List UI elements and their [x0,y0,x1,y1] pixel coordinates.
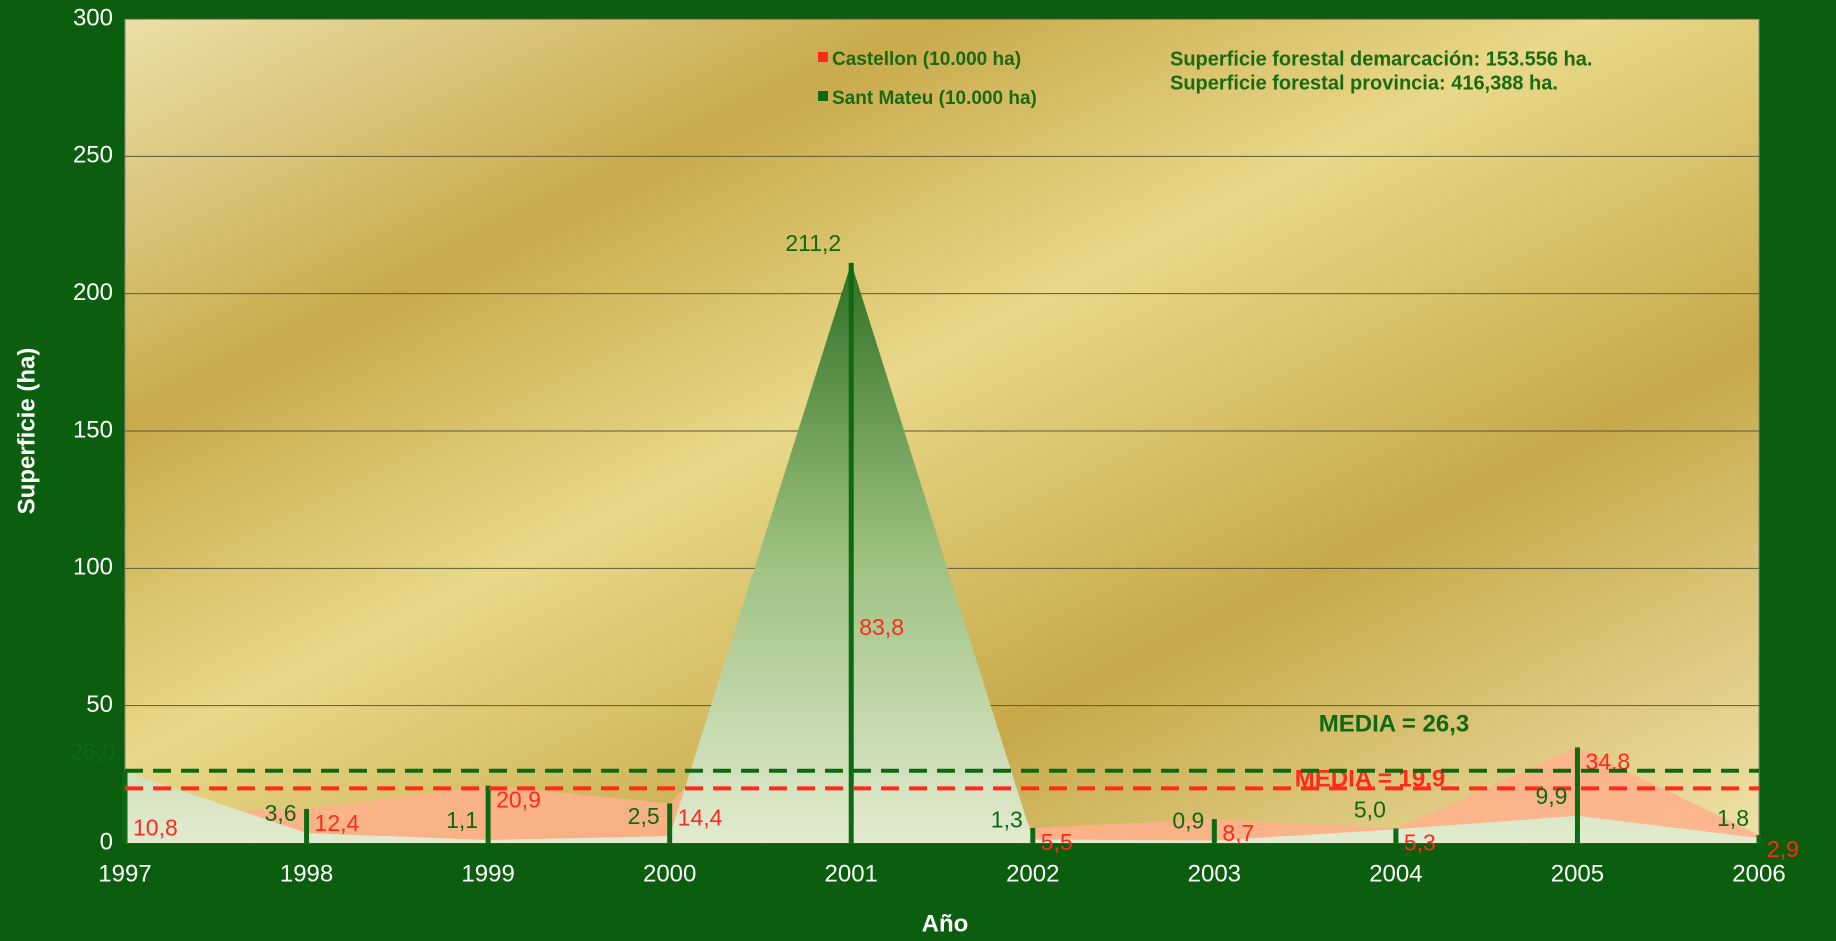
x-tick-label: 2000 [643,860,696,887]
y-tick-label: 200 [73,279,113,306]
x-tick-label: 1997 [98,860,151,887]
data-label: 83,8 [859,614,904,640]
data-label: 9,9 [1535,783,1567,809]
data-label: 14,4 [678,805,723,831]
data-label: 5,3 [1404,830,1436,856]
x-tick-label: 1999 [461,860,514,887]
y-tick-label: 0 [100,828,113,855]
y-tick-label: 300 [73,4,113,31]
y-tick-label: 250 [73,142,113,169]
legend-label: Castellon (10.000 ha) [832,49,1021,70]
data-label: 5,5 [1041,829,1073,855]
x-tick-label: 2002 [1006,860,1059,887]
data-label: 8,7 [1222,820,1254,846]
y-tick-label: 150 [73,416,113,443]
y-tick-label: 100 [73,554,113,581]
data-label: 10,8 [133,814,178,840]
annotation: Superficie forestal provincia: 416,388 h… [1170,72,1558,94]
data-label: 20,9 [496,787,541,813]
x-axis-title: Año [922,910,969,937]
x-tick-label: 2004 [1369,860,1422,887]
data-label: 12,4 [315,810,360,836]
data-label: 1,1 [446,807,478,833]
data-label: 211,2 [785,230,841,256]
data-label: 5,0 [1354,796,1386,822]
data-label: 1,3 [991,807,1023,833]
data-label: 3,6 [265,800,297,826]
data-label: 1,8 [1717,805,1749,831]
x-tick-label: 2005 [1551,860,1604,887]
data-label: 26,0 [70,739,115,765]
y-axis-title: Superficie (ha) [13,348,40,515]
data-label: 0,9 [1172,808,1204,834]
y-tick-label: 50 [86,691,113,718]
legend-swatch [818,52,828,62]
legend-label: Sant Mateu (10.000 ha) [832,88,1037,109]
mean-label: MEDIA = 26,3 [1319,710,1470,737]
x-tick-label: 2006 [1732,860,1785,887]
x-tick-label: 1998 [280,860,333,887]
annotation: Superficie forestal demarcación: 153.556… [1170,48,1592,70]
legend-swatch [818,91,828,101]
data-label: 2,5 [628,803,660,829]
area [125,262,1759,843]
x-tick-label: 2001 [825,860,878,887]
data-label: 2,9 [1767,836,1799,862]
x-tick-label: 2003 [1188,860,1241,887]
